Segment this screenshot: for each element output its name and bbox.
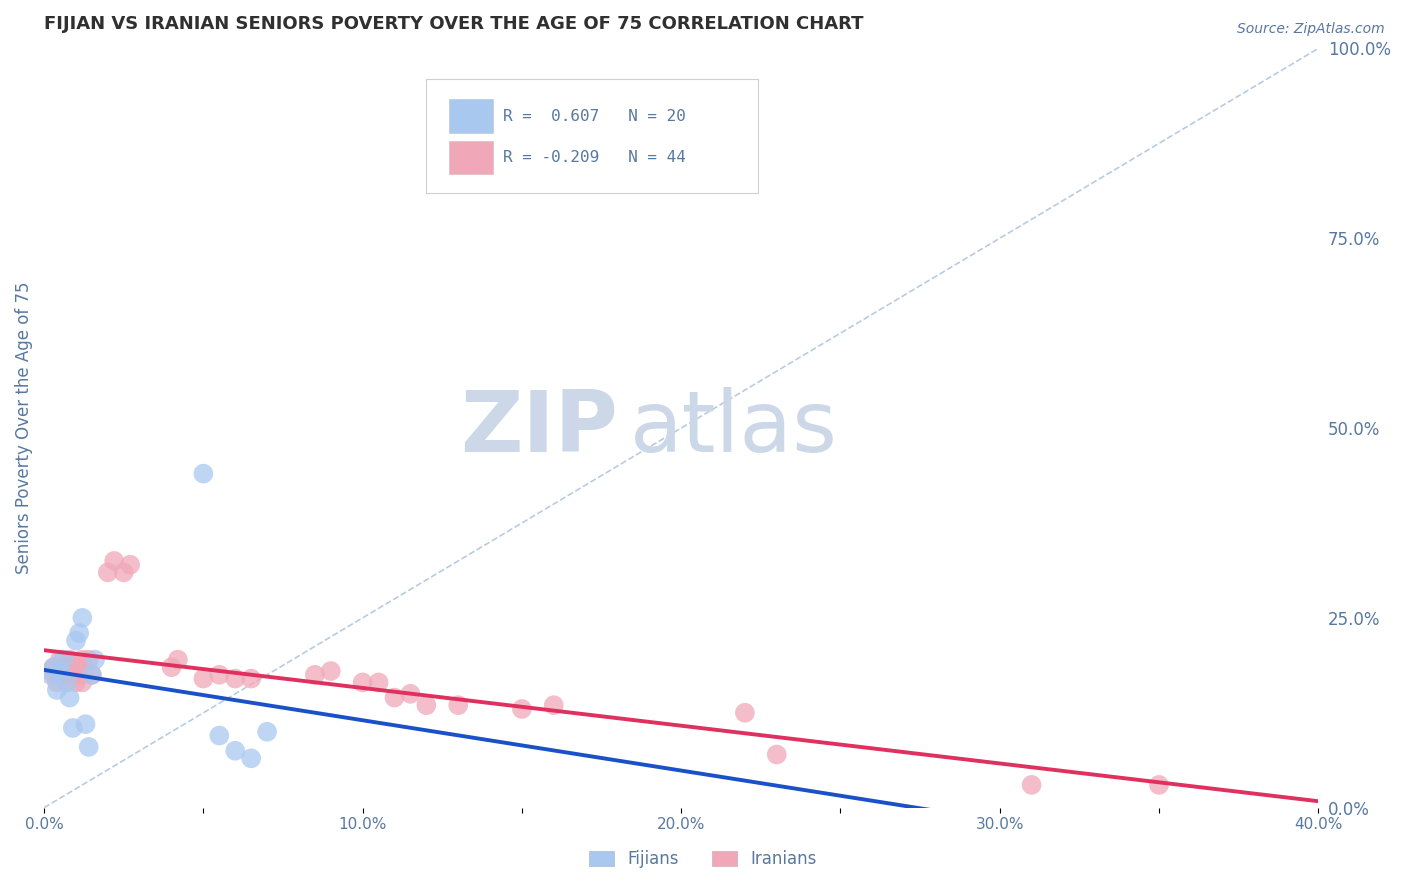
Point [65, 660, 87, 674]
Point [120, 558, 142, 572]
Text: ZIP: ZIP [460, 386, 617, 469]
Point [734, 706, 756, 720]
Point [240, 751, 263, 765]
Point [208, 668, 231, 682]
Point [65, 675, 87, 690]
Point [543, 698, 565, 713]
Point [52, 660, 75, 674]
Point [42, 660, 65, 674]
FancyBboxPatch shape [450, 141, 492, 174]
Point [75, 660, 97, 674]
Legend: Fijians, Iranians: Fijians, Iranians [582, 844, 824, 875]
Point [765, 747, 787, 762]
Point [84, 652, 107, 666]
Text: atlas: atlas [630, 386, 838, 469]
Point [224, 744, 246, 758]
Point [58, 690, 80, 705]
Point [352, 675, 374, 690]
Point [52, 652, 75, 666]
Point [224, 672, 246, 686]
Point [39, 664, 62, 678]
Point [103, 554, 125, 568]
Point [399, 687, 422, 701]
Point [45, 683, 67, 698]
Point [65, 633, 87, 648]
Point [193, 672, 215, 686]
Point [55, 657, 77, 671]
Point [49, 668, 72, 682]
Point [367, 675, 389, 690]
Point [97, 566, 120, 580]
Point [510, 702, 533, 716]
Point [167, 652, 190, 666]
Point [415, 698, 437, 713]
Point [319, 664, 342, 678]
Point [72, 675, 94, 690]
Point [240, 672, 263, 686]
Point [77, 739, 100, 754]
FancyBboxPatch shape [426, 78, 758, 193]
Point [62, 721, 84, 735]
Point [304, 668, 326, 682]
Point [208, 729, 231, 743]
Point [42, 660, 65, 674]
Point [75, 717, 97, 731]
FancyBboxPatch shape [450, 99, 492, 133]
Text: Source: ZipAtlas.com: Source: ZipAtlas.com [1237, 22, 1385, 37]
Point [62, 668, 84, 682]
Point [58, 660, 80, 674]
Point [193, 467, 215, 481]
Point [72, 611, 94, 625]
Point [55, 675, 77, 690]
Point [39, 668, 62, 682]
Point [67, 668, 90, 682]
Point [49, 652, 72, 666]
Point [112, 566, 135, 580]
Text: R =  0.607   N = 20: R = 0.607 N = 20 [503, 109, 686, 123]
Point [77, 652, 100, 666]
Point [55, 675, 77, 690]
Point [447, 698, 470, 713]
Point [1021, 778, 1043, 792]
Point [384, 690, 406, 705]
Y-axis label: Seniors Poverty Over the Age of 75: Seniors Poverty Over the Age of 75 [15, 282, 32, 574]
Point [58, 652, 80, 666]
Point [160, 660, 183, 674]
Point [1147, 778, 1170, 792]
Point [67, 626, 90, 640]
Point [80, 668, 103, 682]
Text: R = -0.209   N = 44: R = -0.209 N = 44 [503, 150, 686, 165]
Point [52, 668, 75, 682]
Text: FIJIAN VS IRANIAN SENIORS POVERTY OVER THE AGE OF 75 CORRELATION CHART: FIJIAN VS IRANIAN SENIORS POVERTY OVER T… [44, 15, 863, 33]
Point [49, 664, 72, 678]
Point [256, 724, 278, 739]
Point [45, 675, 67, 690]
Point [80, 668, 103, 682]
Point [72, 652, 94, 666]
